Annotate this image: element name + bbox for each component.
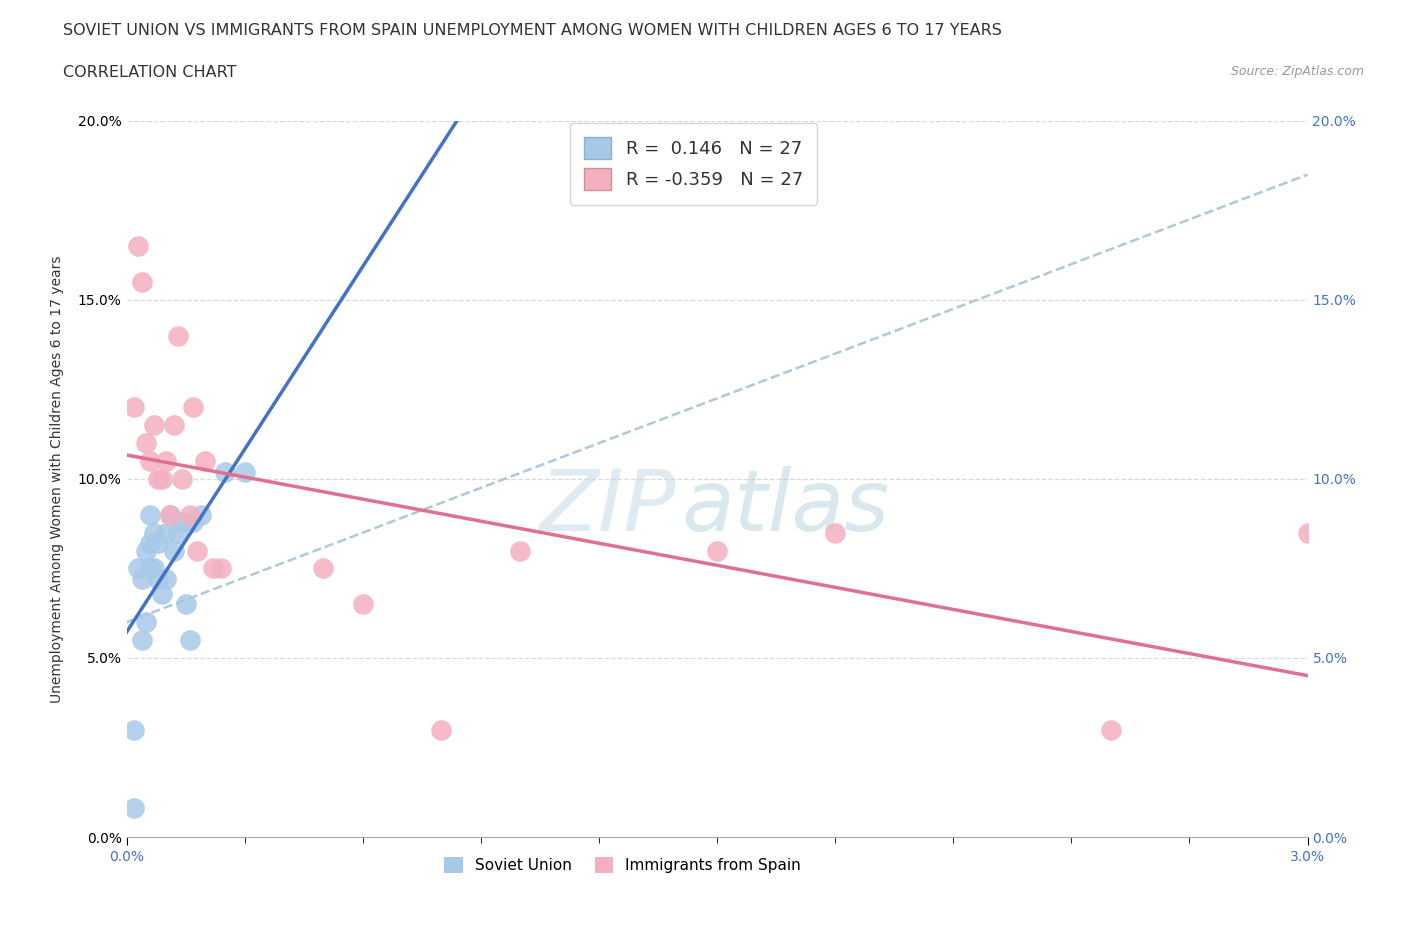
Point [143, 418, 166, 432]
Point [139, 454, 162, 469]
Point [233, 464, 256, 479]
Y-axis label: Unemployment Among Women with Children Ages 6 to 17 years: Unemployment Among Women with Children A… [51, 255, 63, 703]
Point [150, 586, 173, 601]
Point [186, 543, 208, 558]
Point [127, 561, 149, 576]
Point [131, 274, 153, 289]
Point [183, 514, 205, 529]
Point [163, 418, 186, 432]
Point [131, 572, 153, 587]
Point [127, 239, 149, 254]
Point [146, 472, 169, 486]
Point [155, 454, 177, 469]
Point [166, 328, 188, 343]
Point [1296, 525, 1319, 540]
Point [209, 561, 232, 576]
Point [146, 572, 169, 587]
Point [352, 597, 374, 612]
Point [166, 525, 188, 540]
Text: atlas: atlas [682, 466, 890, 549]
Point [135, 435, 157, 451]
Text: SOVIET UNION VS IMMIGRANTS FROM SPAIN UNEMPLOYMENT AMONG WOMEN WITH CHILDREN AGE: SOVIET UNION VS IMMIGRANTS FROM SPAIN UN… [63, 23, 1002, 38]
Point [179, 508, 201, 523]
Point [179, 632, 201, 647]
Text: ZIP: ZIP [540, 466, 676, 549]
Point [155, 572, 177, 587]
Point [143, 525, 166, 540]
Point [190, 508, 212, 523]
Point [146, 536, 169, 551]
Point [155, 525, 177, 540]
Point [706, 543, 728, 558]
Point [139, 508, 162, 523]
Point [139, 536, 162, 551]
Point [509, 543, 531, 558]
Point [124, 801, 146, 816]
Point [139, 561, 162, 576]
Point [131, 632, 153, 647]
Point [170, 472, 193, 486]
Point [202, 561, 225, 576]
Point [150, 472, 173, 486]
Point [312, 561, 335, 576]
Point [824, 525, 846, 540]
Text: Source: ZipAtlas.com: Source: ZipAtlas.com [1230, 65, 1364, 78]
Point [124, 722, 146, 737]
Point [159, 508, 181, 523]
Point [124, 400, 146, 415]
Point [174, 597, 197, 612]
Point [430, 722, 453, 737]
Point [135, 615, 157, 630]
Point [194, 454, 217, 469]
Point [143, 561, 166, 576]
Legend: Soviet Union, Immigrants from Spain: Soviet Union, Immigrants from Spain [439, 851, 807, 880]
Point [135, 543, 157, 558]
Point [183, 400, 205, 415]
Point [170, 514, 193, 529]
Point [214, 464, 236, 479]
Point [1099, 722, 1122, 737]
Point [159, 508, 181, 523]
Point [163, 543, 186, 558]
Text: CORRELATION CHART: CORRELATION CHART [63, 65, 236, 80]
